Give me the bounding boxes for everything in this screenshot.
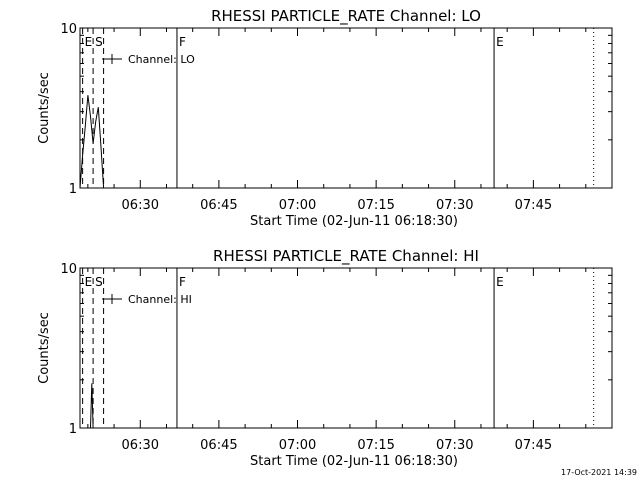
- x-tick-label: 07:45: [515, 198, 552, 213]
- legend-label: Channel: HI: [128, 293, 192, 306]
- event-marker-label: F: [179, 35, 186, 49]
- x-tick-label: 06:30: [122, 438, 159, 453]
- x-axis-label: Start Time (02-Jun-11 06:18:30): [250, 214, 458, 229]
- x-tick-label: 06:45: [200, 438, 237, 453]
- chart-title: RHESSI PARTICLE_RATE Channel: LO: [211, 7, 481, 26]
- y-axis-label: Counts/sec: [37, 72, 52, 144]
- plot-frame: [79, 27, 613, 189]
- event-marker-label: E: [496, 275, 504, 289]
- y-axis-label: Counts/sec: [37, 312, 52, 384]
- x-tick-label: 07:15: [357, 198, 394, 213]
- event-marker-label: S: [95, 275, 103, 289]
- chart-panel-2: RHESSI PARTICLE_RATE Channel: HI 06:30 06:…: [37, 247, 613, 469]
- event-marker-label: E: [496, 35, 504, 49]
- y-tick-label: 1: [69, 182, 77, 197]
- event-marker-label: F: [179, 275, 186, 289]
- generation-timestamp: 17-Oct-2021 14:39: [561, 468, 637, 477]
- x-tick-label: 07:15: [357, 438, 394, 453]
- x-tick-label: 07:30: [436, 198, 473, 213]
- x-tick-label: 06:30: [122, 198, 159, 213]
- x-tick-label: 07:45: [515, 438, 552, 453]
- data-series-line: [90, 383, 94, 429]
- y-tick-label: 1: [69, 422, 77, 437]
- y-tick-label: 10: [60, 262, 77, 277]
- x-tick-label: 07:00: [279, 438, 316, 453]
- x-tick-label: 07:30: [436, 438, 473, 453]
- event-marker-label: S: [95, 35, 103, 49]
- x-tick-label: 07:00: [279, 198, 316, 213]
- event-marker-label: E: [85, 275, 93, 289]
- chart-panel-1: RHESSI PARTICLE_RATE Channel: LO 06:30 06:…: [37, 7, 613, 229]
- legend-label: Channel: LO: [128, 53, 195, 66]
- x-axis-label: Start Time (02-Jun-11 06:18:30): [250, 454, 458, 469]
- event-marker-label: E: [85, 35, 93, 49]
- y-tick-label: 10: [60, 22, 77, 37]
- data-series-line: [79, 95, 105, 189]
- plot-frame: [79, 267, 613, 429]
- x-tick-label: 06:45: [200, 198, 237, 213]
- chart-title: RHESSI PARTICLE_RATE Channel: HI: [213, 247, 479, 266]
